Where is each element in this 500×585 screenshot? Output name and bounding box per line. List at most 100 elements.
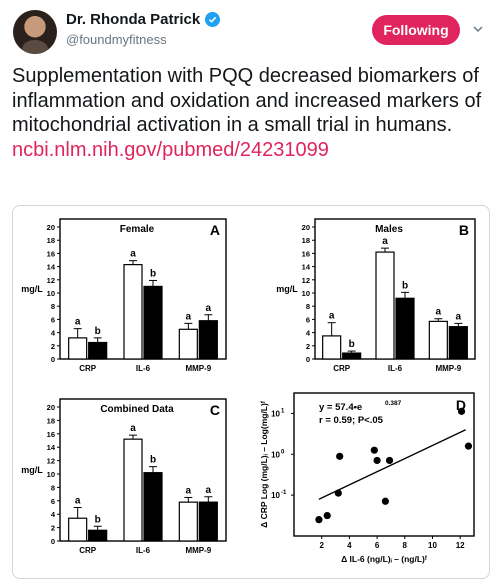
y-tick-exponent: -1 bbox=[281, 490, 287, 496]
bar bbox=[342, 352, 362, 360]
data-point bbox=[457, 407, 466, 415]
data-point bbox=[370, 446, 378, 454]
data-point bbox=[336, 452, 344, 460]
y-tick-exponent: 1 bbox=[281, 408, 285, 414]
significance-letter: a bbox=[130, 423, 136, 434]
significance-letter: b bbox=[150, 268, 156, 279]
y-tick-label: 14 bbox=[47, 263, 56, 272]
y-axis-label: mg/L bbox=[21, 465, 43, 475]
bar bbox=[143, 285, 163, 360]
bar bbox=[178, 328, 198, 360]
y-axis-label: mg/L bbox=[276, 284, 298, 294]
significance-letter: a bbox=[186, 311, 192, 322]
category-label: IL-6 bbox=[136, 364, 151, 373]
data-point bbox=[315, 516, 323, 524]
y-tick-label: 18 bbox=[47, 236, 55, 245]
y-tick-label: 10 bbox=[47, 289, 55, 298]
regression-exponent: 0.387 bbox=[385, 400, 402, 407]
panel-letter: D bbox=[456, 397, 466, 413]
bar bbox=[143, 472, 163, 542]
y-tick-label: 12 bbox=[302, 276, 310, 285]
x-tick-label: 10 bbox=[428, 541, 437, 550]
data-point bbox=[323, 511, 331, 520]
user-handle[interactable]: @foundmyfitness bbox=[66, 32, 167, 47]
y-tick-label: 8 bbox=[51, 483, 55, 492]
y-tick-label: 18 bbox=[302, 236, 310, 245]
tweet-header: Dr. Rhonda Patrick @foundmyfitness Follo… bbox=[0, 0, 500, 62]
bar bbox=[395, 297, 415, 360]
chevron-down-icon[interactable] bbox=[472, 22, 484, 40]
display-name[interactable]: Dr. Rhonda Patrick bbox=[66, 11, 221, 28]
y-tick-label: 16 bbox=[47, 430, 55, 439]
regression-equation: y = 57.4•e bbox=[319, 402, 362, 413]
y-tick-label: 2 bbox=[51, 342, 55, 351]
y-tick-label: 0 bbox=[306, 355, 310, 364]
plot-frame bbox=[59, 398, 227, 542]
y-tick-label: 10 bbox=[302, 289, 310, 298]
significance-letter: b bbox=[95, 326, 101, 337]
avatar[interactable] bbox=[13, 10, 57, 54]
significance-letter: b bbox=[349, 339, 355, 350]
following-button[interactable]: Following bbox=[372, 15, 460, 45]
significance-letter: a bbox=[436, 307, 442, 318]
data-point bbox=[373, 456, 381, 465]
significance-letter: a bbox=[206, 485, 212, 496]
bar bbox=[322, 335, 342, 360]
y-tick-label: 6 bbox=[306, 315, 310, 324]
significance-letter: b bbox=[95, 514, 101, 525]
y-tick-label: 16 bbox=[47, 249, 55, 258]
significance-letter: a bbox=[329, 311, 335, 322]
panel-title: Combined Data bbox=[100, 404, 174, 415]
data-point bbox=[385, 456, 394, 465]
y-tick-label: 12 bbox=[47, 276, 55, 285]
y-tick-label: 8 bbox=[51, 302, 55, 311]
tweet-link[interactable]: ncbi.nlm.nih.gov/pubmed/24231099 bbox=[12, 138, 329, 161]
x-tick-label: 8 bbox=[403, 541, 408, 550]
plot-frame bbox=[59, 218, 227, 360]
bar bbox=[198, 320, 218, 360]
y-tick-label: 6 bbox=[51, 315, 55, 324]
y-tick-label: 18 bbox=[47, 416, 55, 425]
bar-panel-b: 0 2 4 6 8 10 12 14 16 18 20 mg/L Males B CRP a b IL-6 a b MM… bbox=[276, 218, 476, 373]
y-tick-label: 20 bbox=[302, 223, 310, 232]
y-tick-base: 10 bbox=[271, 450, 280, 459]
bar bbox=[88, 529, 108, 542]
significance-letter: b bbox=[150, 455, 156, 466]
y-tick-base: 10 bbox=[271, 409, 280, 418]
attached-figure[interactable]: 0 2 4 6 8 10 12 14 16 18 20 mg/L Female A CRP a b IL-6 a b M… bbox=[12, 205, 490, 579]
category-label: CRP bbox=[79, 546, 97, 555]
y-tick-label: 4 bbox=[51, 510, 56, 519]
bar bbox=[428, 320, 448, 360]
bar bbox=[375, 251, 395, 360]
category-label: IL-6 bbox=[388, 364, 403, 373]
bar bbox=[198, 501, 218, 542]
tweet-text: Supplementation with PQQ decreased bioma… bbox=[12, 64, 492, 162]
trend-line bbox=[318, 429, 466, 500]
y-tick-base: 10 bbox=[271, 491, 280, 500]
data-point bbox=[334, 489, 342, 497]
bar-panel-c: 0 2 4 6 8 10 12 14 16 18 20 mg/L Combined Data C CRP a b… bbox=[21, 398, 227, 555]
significance-letter: a bbox=[75, 496, 81, 507]
data-point bbox=[464, 442, 473, 450]
y-tick-label: 20 bbox=[47, 223, 55, 232]
tweet-body: Supplementation with PQQ decreased bioma… bbox=[12, 65, 482, 136]
significance-letter: a bbox=[206, 303, 212, 314]
verified-badge-icon bbox=[205, 12, 221, 27]
significance-letter: b bbox=[402, 280, 408, 291]
display-name-text[interactable]: Dr. Rhonda Patrick bbox=[66, 11, 201, 28]
y-axis-label: Δ CRP Log (mg/L)ᵢ – Log(mg/L)ᶠ bbox=[259, 401, 269, 528]
bar bbox=[68, 517, 88, 542]
x-tick-label: 6 bbox=[375, 541, 380, 550]
panel-letter: A bbox=[210, 222, 220, 238]
y-tick-label: 20 bbox=[47, 403, 55, 412]
panel-title: Female bbox=[120, 224, 155, 235]
plot-frame bbox=[314, 218, 476, 360]
bar bbox=[178, 501, 198, 542]
bar bbox=[448, 326, 468, 360]
x-tick-label: 4 bbox=[347, 541, 352, 550]
y-tick-label: 8 bbox=[306, 302, 310, 311]
panel-letter: B bbox=[459, 222, 469, 238]
x-tick-label: 2 bbox=[319, 541, 324, 550]
